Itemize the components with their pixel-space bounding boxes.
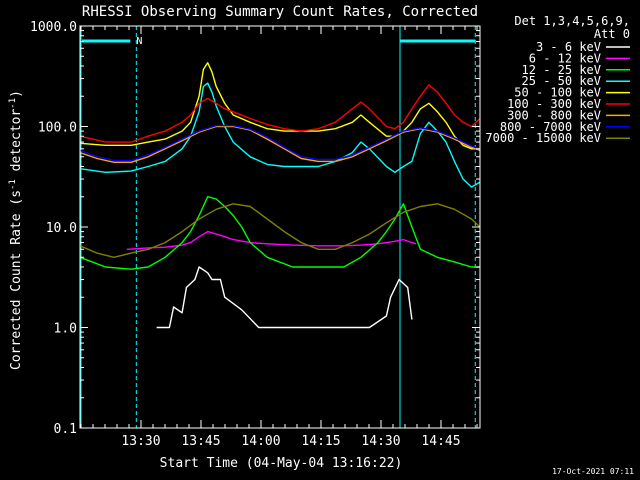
series-line-6-12-kev — [126, 230, 417, 250]
y-axis-label-sup2: -1 — [8, 98, 18, 109]
legend-label-8: 7000 - 15000 keV — [485, 131, 601, 145]
footer-date: 17-Oct-2021 07:11 — [552, 467, 634, 476]
axes-layer: 1000.0 100.0 10.0 1.0 0.1 13:30 13:45 14:00 14:1… — [30, 20, 481, 449]
y-axis-label-main: Corrected Count Rate (s — [9, 190, 24, 370]
x-tick-label: 14:30 — [361, 434, 400, 449]
series-line-800-7000-kev — [79, 124, 481, 162]
y-axis-label-mid: detector — [9, 109, 24, 180]
legend-label-3: 25 - 50 keV — [522, 74, 601, 88]
x-tick-label: 13:45 — [181, 434, 220, 449]
y-tick-label: 1000.0 — [30, 20, 77, 35]
y-tick-label: 1.0 — [54, 322, 77, 337]
y-tick-label: 10.0 — [46, 221, 77, 236]
series-line-25-50-kev — [79, 82, 481, 188]
legend-label-6: 300 - 800 keV — [507, 108, 601, 122]
y-axis-label-sup1: -1 — [8, 179, 18, 190]
series-layer — [79, 62, 481, 329]
x-tick-label: 14:00 — [241, 434, 280, 449]
y-tick-label: 100.0 — [38, 121, 77, 136]
x-axis-label: Start Time (04-May-04 13:16:22) — [160, 456, 403, 471]
y-axis-label: Corrected Count Rate (s-1 detector-1) — [8, 90, 24, 370]
x-tick-label: 14:15 — [301, 434, 340, 449]
y-tick-label: 0.1 — [54, 422, 77, 437]
series-line-3-6-kev — [156, 266, 413, 329]
legend-label-1: 6 - 12 keV — [529, 51, 601, 65]
legend-label-0: 3 - 6 keV — [536, 40, 601, 54]
legend-label-2: 12 - 25 keV — [522, 63, 601, 77]
x-tick-label: 13:30 — [121, 434, 160, 449]
series-line-300-800-kev — [79, 125, 481, 163]
legend-header-detectors: Det 1,3,4,5,6,9, — [514, 14, 630, 28]
legend-header-attenuator: Att 0 — [594, 27, 630, 41]
legend-label-7: 800 - 7000 keV — [500, 120, 601, 134]
series-line-12-25-kev — [79, 196, 480, 270]
legend-label-5: 100 - 300 keV — [507, 97, 601, 111]
legend-label-4: 50 - 100 keV — [514, 86, 601, 100]
night-label: N — [136, 36, 142, 47]
x-tick-label: 14:45 — [421, 434, 460, 449]
chart-title: RHESSI Observing Summary Count Rates, Co… — [82, 4, 478, 20]
series-line-7000-15000-kev — [79, 203, 481, 258]
y-axis-label-end: ) — [9, 90, 24, 98]
series-line-100-300-kev — [79, 84, 481, 143]
